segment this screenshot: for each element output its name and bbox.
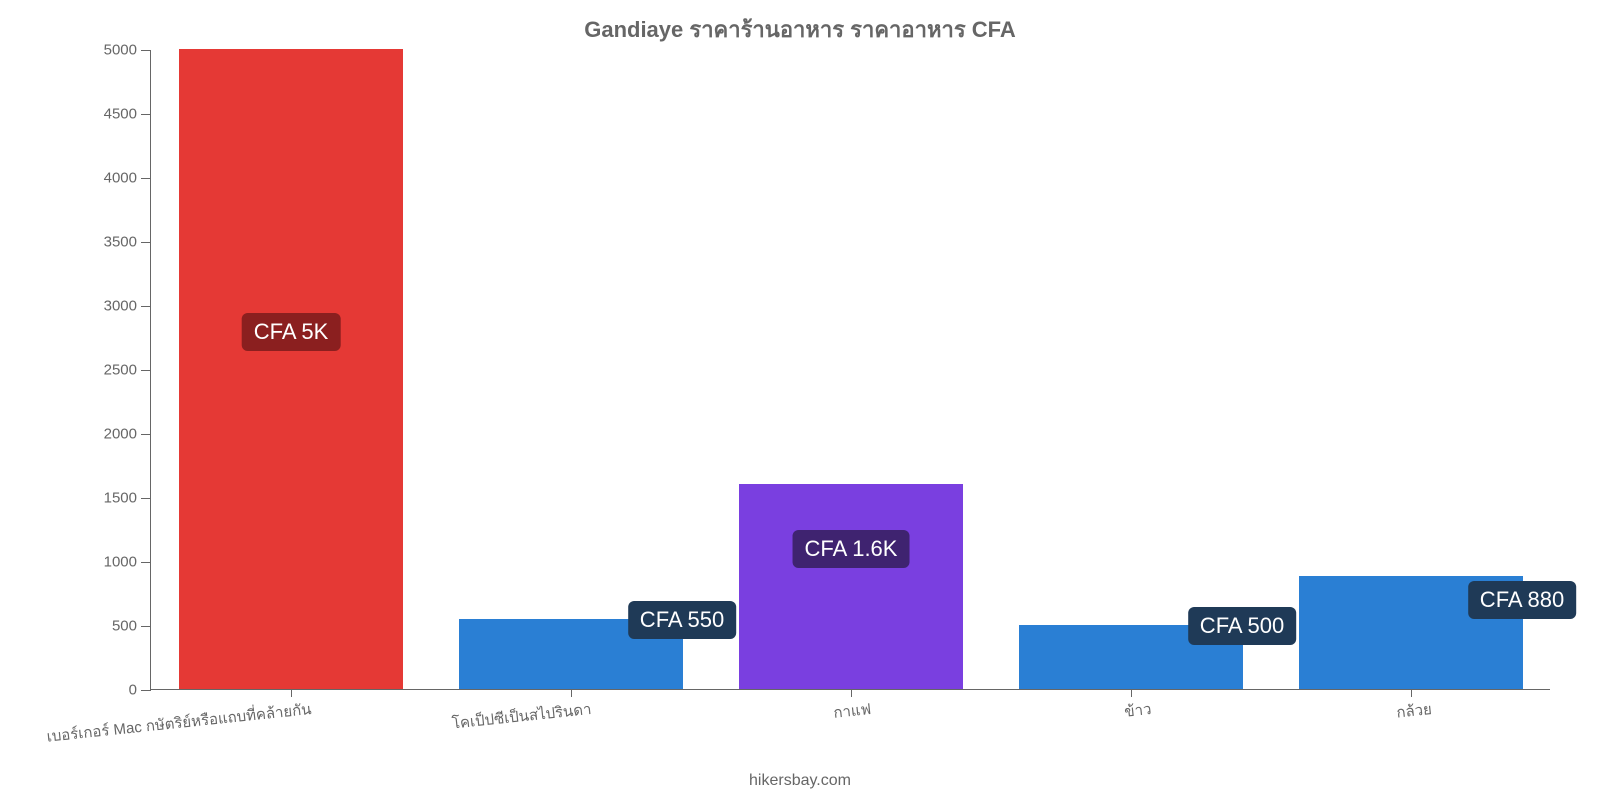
x-axis-label: เบอร์เกอร์ Mac กษัตริย์หรือแถบที่คล้ายกั… [45, 697, 312, 749]
credit-label: hikersbay.com [0, 772, 1600, 790]
y-tick-label: 2000 [104, 426, 137, 443]
y-tick-label: 5000 [104, 42, 137, 59]
y-tick-label: 1000 [104, 554, 137, 571]
x-tick [1411, 689, 1412, 697]
bar [739, 484, 963, 689]
y-tick [141, 114, 151, 115]
x-tick [291, 689, 292, 697]
y-tick [141, 306, 151, 307]
plot-area: 0500100015002000250030003500400045005000… [150, 50, 1550, 690]
y-tick [141, 370, 151, 371]
x-axis-label: กาแฟ [832, 697, 872, 725]
y-tick-label: 1500 [104, 490, 137, 507]
y-tick [141, 50, 151, 51]
value-badge: CFA 5K [242, 313, 341, 351]
y-tick [141, 562, 151, 563]
y-tick-label: 500 [112, 618, 137, 635]
x-axis-label: ข้าว [1123, 697, 1152, 724]
y-tick-label: 3000 [104, 298, 137, 315]
chart-container: Gandiaye ราคาร้านอาหาร ราคาอาหาร CFA 050… [0, 0, 1600, 800]
value-badge: CFA 880 [1468, 581, 1576, 619]
y-tick-label: 4000 [104, 170, 137, 187]
chart-title: Gandiaye ราคาร้านอาหาร ราคาอาหาร CFA [0, 12, 1600, 47]
y-tick [141, 690, 151, 691]
value-badge: CFA 1.6K [793, 530, 910, 568]
y-tick [141, 178, 151, 179]
bar [179, 49, 403, 689]
value-badge: CFA 500 [1188, 607, 1296, 645]
y-tick-label: 0 [129, 682, 137, 699]
y-tick [141, 498, 151, 499]
x-axis-label: โคเป็ปซีเป็นสไปรินดา [451, 697, 593, 736]
y-tick [141, 626, 151, 627]
y-tick-label: 2500 [104, 362, 137, 379]
x-tick [571, 689, 572, 697]
x-tick [1131, 689, 1132, 697]
y-tick-label: 3500 [104, 234, 137, 251]
value-badge: CFA 550 [628, 601, 736, 639]
y-tick-label: 4500 [104, 106, 137, 123]
y-tick [141, 434, 151, 435]
x-tick [851, 689, 852, 697]
y-tick [141, 242, 151, 243]
x-axis-label: กล้วย [1395, 697, 1433, 725]
